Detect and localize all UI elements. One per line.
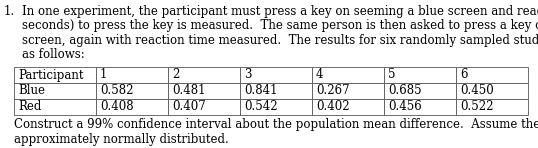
Text: 0.582: 0.582 — [100, 85, 133, 98]
Text: as follows:: as follows: — [22, 49, 85, 62]
Text: 0.402: 0.402 — [316, 100, 350, 114]
Bar — [384, 67, 456, 83]
Bar — [240, 83, 312, 99]
Text: 0.542: 0.542 — [244, 100, 278, 114]
Bar — [240, 99, 312, 115]
Text: 5: 5 — [388, 69, 395, 82]
Bar — [384, 99, 456, 115]
Text: approximately normally distributed.: approximately normally distributed. — [14, 132, 229, 145]
Bar — [14, 99, 96, 115]
Bar — [456, 83, 528, 99]
Bar — [240, 67, 312, 83]
Bar — [312, 99, 384, 115]
Text: 0.408: 0.408 — [100, 100, 133, 114]
Bar — [456, 67, 528, 83]
Text: Participant: Participant — [18, 69, 83, 82]
Text: 2: 2 — [172, 69, 179, 82]
Bar — [96, 67, 168, 83]
Bar — [456, 99, 528, 115]
Text: 0.456: 0.456 — [388, 100, 422, 114]
Text: 0.267: 0.267 — [316, 85, 350, 98]
Text: 1: 1 — [100, 69, 108, 82]
Bar — [384, 83, 456, 99]
Text: 0.841: 0.841 — [244, 85, 278, 98]
Text: 1.: 1. — [4, 5, 15, 18]
Text: 3: 3 — [244, 69, 251, 82]
Text: In one experiment, the participant must press a key on seeming a blue screen and: In one experiment, the participant must … — [22, 5, 538, 18]
Text: 0.450: 0.450 — [460, 85, 494, 98]
Bar — [168, 67, 240, 83]
Text: Blue: Blue — [18, 85, 45, 98]
Bar — [168, 83, 240, 99]
Text: seconds) to press the key is measured.  The same person is then asked to press a: seconds) to press the key is measured. T… — [22, 20, 538, 33]
Bar — [96, 83, 168, 99]
Bar — [96, 99, 168, 115]
Text: 4: 4 — [316, 69, 323, 82]
Text: 0.685: 0.685 — [388, 85, 422, 98]
Bar — [168, 99, 240, 115]
Text: 0.407: 0.407 — [172, 100, 206, 114]
Text: 0.522: 0.522 — [460, 100, 493, 114]
Text: Red: Red — [18, 100, 41, 114]
Text: 0.481: 0.481 — [172, 85, 206, 98]
Text: screen, again with reaction time measured.  The results for six randomly sampled: screen, again with reaction time measure… — [22, 34, 538, 47]
Bar — [14, 67, 96, 83]
Bar — [312, 67, 384, 83]
Text: Construct a 99% confidence interval about the population mean difference.  Assum: Construct a 99% confidence interval abou… — [14, 118, 538, 131]
Bar — [312, 83, 384, 99]
Bar — [14, 83, 96, 99]
Text: 6: 6 — [460, 69, 468, 82]
